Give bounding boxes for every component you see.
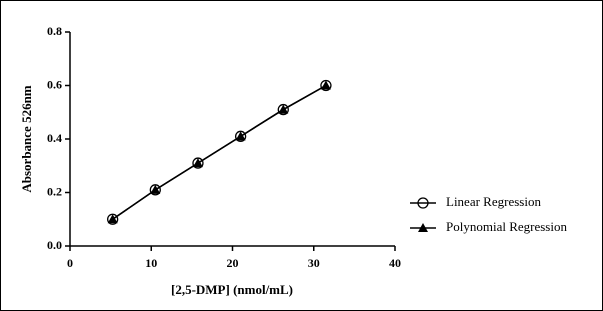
x-tick-label: 0 — [67, 256, 73, 270]
y-tick-label: 0.6 — [47, 77, 62, 91]
data-point — [107, 214, 118, 224]
y-axis-title: Absorbance 526nm — [19, 85, 34, 192]
data-point — [320, 80, 331, 90]
data-point — [150, 184, 161, 194]
y-tick-label: 0.2 — [47, 184, 62, 198]
x-axis-title: [2,5-DMP] (nmol/mL) — [171, 282, 293, 297]
legend-label: Polynomial Regression — [446, 219, 567, 234]
series-line — [112, 84, 327, 220]
x-tick-label: 20 — [227, 256, 239, 270]
x-tick-label: 40 — [389, 256, 401, 270]
legend-label: Linear Regression — [446, 194, 541, 209]
data-point — [278, 104, 289, 114]
data-point — [235, 131, 246, 141]
y-tick-label: 0.0 — [47, 238, 62, 252]
y-tick-label: 0.4 — [47, 131, 62, 145]
x-tick-label: 30 — [308, 256, 320, 270]
legend-marker — [417, 197, 429, 209]
data-point — [192, 158, 203, 168]
x-tick-label: 10 — [145, 256, 157, 270]
legend-marker — [418, 223, 428, 232]
y-tick-label: 0.8 — [47, 24, 62, 38]
